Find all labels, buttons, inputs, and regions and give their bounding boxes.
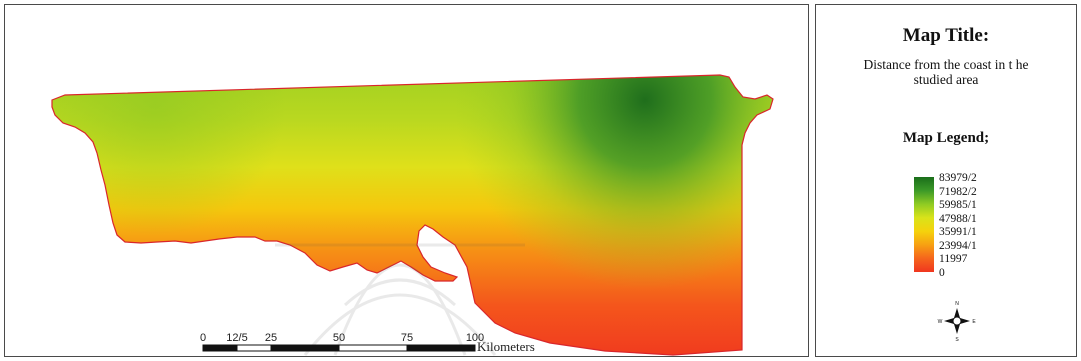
color-ramp (914, 177, 934, 272)
scale-tick-label: 100 (466, 332, 484, 344)
scale-segment (236, 344, 272, 352)
map-subtitle: Distance from the coast in t he studied … (863, 57, 1029, 87)
legend-class-label: 23994/1 (939, 239, 977, 252)
legend-heading: Map Legend; (902, 130, 990, 146)
legend-class-label: 35991/1 (939, 226, 977, 239)
north-arrow-icon: N E S W (938, 301, 977, 343)
scale-tick-label: 75 (401, 332, 413, 344)
legend-class-label: 71982/2 (939, 185, 977, 198)
legend-frame: Map Title: Distance from the coast in t … (815, 4, 1077, 357)
map-title: Map Title: (902, 25, 990, 46)
compass-south: S (955, 337, 959, 343)
compass-west: W (938, 319, 943, 325)
watermark-seal (275, 243, 525, 356)
legend-class-label: 59985/1 (939, 199, 977, 212)
legend-class-label: 11997 (939, 253, 968, 266)
scale-tick-label: 25 (265, 332, 277, 344)
compass-east: E (972, 319, 976, 325)
legend-class-label: 47988/1 (939, 212, 977, 225)
scale-segment (338, 344, 408, 352)
legend-class-label: 83979/2 (939, 172, 977, 184)
scale-segment (202, 344, 238, 352)
legend-class-label: 0 (939, 267, 945, 279)
scale-unit-label: Kilometers (477, 339, 535, 354)
legend-graphics: N E S W (914, 177, 977, 343)
scale-segment (270, 344, 340, 352)
compass-north: N (955, 301, 959, 307)
scale-tick-label: 12/5 (226, 332, 247, 344)
map-frame: 0 12/5 25 50 75 100 Kilometers (4, 4, 809, 357)
scale-tick-label: 50 (333, 332, 345, 344)
scale-segment (406, 344, 476, 352)
distance-raster (52, 75, 773, 355)
scale-tick-label: 0 (200, 332, 206, 344)
